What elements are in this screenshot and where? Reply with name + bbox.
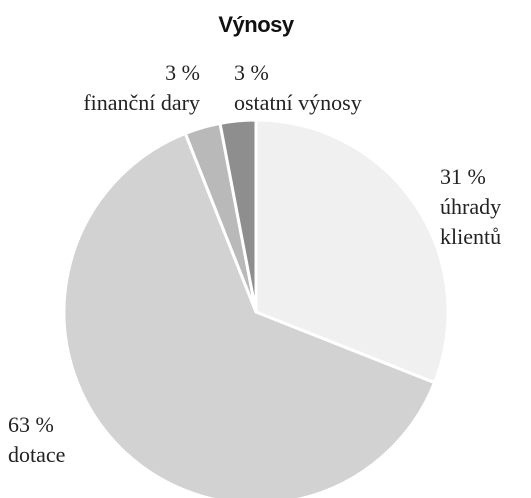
slice-label: 63 % dotace — [8, 410, 65, 470]
pie-slice — [254, 118, 450, 385]
category-label: dotace — [8, 442, 66, 467]
slice-label: 31 % úhrady klientů — [440, 162, 530, 252]
category-label: úhrady klientů — [440, 194, 502, 249]
chart-title: Výnosy — [218, 12, 294, 37]
category-label: finanční dary — [83, 90, 200, 115]
slice-label: 3 % finanční dary — [83, 58, 200, 118]
value-label: 63 % — [8, 412, 54, 437]
pie-slice — [62, 131, 437, 498]
pie-slice — [218, 118, 258, 314]
category-label: ostatní výnosy — [234, 90, 362, 115]
value-label: 31 % — [440, 164, 486, 189]
slice-label: 3 % ostatní výnosy — [234, 58, 362, 118]
value-label: 3 % — [165, 60, 200, 85]
value-label: 3 % — [234, 60, 269, 85]
